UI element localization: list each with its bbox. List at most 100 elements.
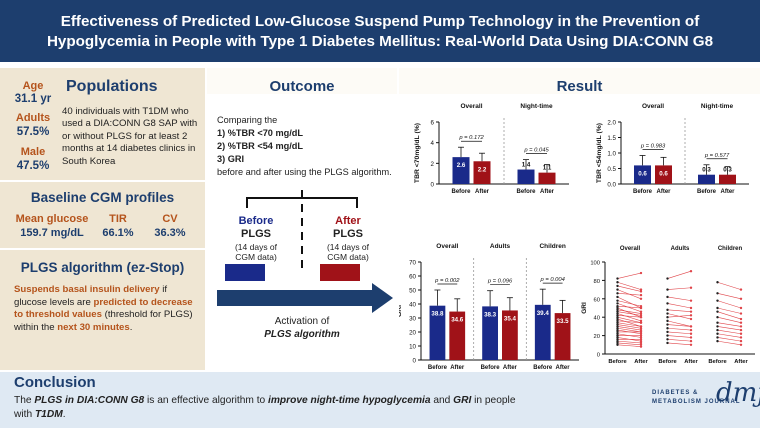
bar-after-label: 0.6: [659, 170, 668, 177]
p-value: p = 0.577: [704, 153, 730, 159]
cv-value: 36.3%: [154, 227, 186, 239]
y-tick-label: 40: [409, 302, 416, 309]
x-tick-label: Before: [451, 189, 471, 195]
result-title: Result: [556, 78, 603, 95]
pair-line: [617, 327, 642, 333]
after-point: [639, 316, 643, 319]
logo-text-2: METABOLISM JOURNAL: [652, 399, 741, 405]
before-point: [616, 325, 619, 328]
activation-label-2: PLGS algorithm: [264, 329, 340, 340]
group-title: Children: [539, 243, 565, 250]
conclusion-seg: GRI: [453, 395, 472, 406]
pair-line: [617, 285, 642, 292]
adults-label: Adults: [15, 112, 51, 124]
before-point: [616, 339, 619, 343]
pair-line: [667, 342, 692, 346]
bar-after-label: 34.6: [451, 317, 464, 324]
before-point: [616, 316, 619, 319]
divider: [0, 248, 205, 250]
pair-line: [717, 326, 742, 331]
y-tick-label: 2: [431, 161, 435, 168]
before-point: [616, 343, 619, 346]
x-tick-label: Before: [608, 359, 627, 365]
before-point: [716, 316, 719, 319]
plgs-text-5: next 30 minutes: [57, 321, 130, 333]
bar-before: [517, 169, 535, 184]
before-point: [616, 292, 619, 295]
after-point: [639, 314, 643, 317]
after-point: [689, 317, 693, 321]
timeline-arrow: [217, 283, 393, 313]
before-point: [616, 319, 619, 323]
outcome-panel: Outcome Comparing the 1) %TBR <70 mg/dL …: [207, 68, 397, 370]
after-point: [639, 327, 643, 330]
before-point: [716, 336, 719, 339]
x-tick-label: Before: [658, 359, 677, 365]
y-axis-label: TBR <54mg/dL (%): [596, 123, 603, 183]
y-tick-label: 20: [594, 334, 600, 340]
x-tick-label: Before: [516, 189, 536, 195]
before-point: [616, 304, 619, 308]
conclusion-seg: with: [14, 409, 35, 420]
plgs-title: PLGS algorithm (ez-Stop): [20, 260, 185, 275]
group-title: Overall: [620, 246, 641, 252]
group-title: Children: [718, 246, 743, 252]
bar-before: [634, 165, 651, 184]
y-tick-label: 100: [590, 261, 600, 267]
male-value: 47.5%: [16, 160, 50, 172]
p-value: p = 0.983: [640, 143, 666, 149]
before-point: [616, 308, 619, 312]
after-point: [739, 317, 743, 321]
p-value: p = 0.004: [539, 277, 564, 283]
after-point: [639, 330, 643, 334]
after-point: [689, 314, 693, 317]
before-point: [716, 328, 719, 332]
conclusion-seg: The: [14, 395, 35, 406]
after-point: [739, 297, 743, 300]
y-tick-label: 0.5: [607, 166, 616, 173]
after-box: [320, 264, 360, 281]
after-point: [689, 299, 693, 302]
pair-line: [617, 322, 642, 327]
after-point: [689, 306, 693, 310]
before-point: [666, 308, 669, 312]
before-point: [666, 302, 669, 305]
mean-glucose-label: Mean glucose: [15, 213, 89, 225]
x-tick-label: After: [503, 365, 518, 370]
y-tick-label: 50: [409, 288, 416, 295]
before-point: [616, 284, 619, 288]
y-tick-label: 10: [409, 344, 416, 351]
x-tick-label: After: [450, 365, 465, 370]
before-point: [616, 328, 619, 332]
plgs-text-4: (threshold for PLGS) within the: [14, 309, 193, 333]
title-line-1: Effectiveness of Predicted Low-Glucose S…: [60, 13, 700, 30]
after-point: [739, 288, 743, 291]
bar-before-label: 2.6: [457, 162, 466, 169]
before-point: [716, 299, 719, 302]
conclusion-seg: improve night-time hypoglycemia: [268, 395, 431, 406]
bar-after: [473, 161, 491, 184]
before-point: [666, 288, 669, 291]
y-tick-label: 80: [594, 279, 600, 285]
after-point: [689, 310, 693, 313]
p-value: p = 0.096: [487, 279, 513, 285]
x-tick-label: Before: [533, 365, 553, 370]
pair-line: [617, 303, 642, 312]
logo-text-1: DIABETES &: [652, 390, 699, 396]
pair-line: [717, 322, 742, 327]
x-tick-label: Before: [633, 189, 653, 195]
pair-line: [617, 309, 642, 314]
y-axis-label: GRI: [399, 305, 403, 317]
before-point: [666, 334, 669, 337]
x-tick-label: Before: [428, 365, 448, 370]
before-point: [666, 330, 669, 334]
conclusion-title: Conclusion: [14, 374, 96, 391]
pair-line: [617, 311, 642, 316]
y-tick-label: 20: [409, 330, 416, 337]
pair-line: [617, 342, 642, 346]
before-point: [616, 306, 619, 310]
pair-line: [617, 326, 642, 331]
pair-line: [617, 324, 642, 329]
conclusion-seg: in people: [471, 395, 516, 406]
pair-line: [617, 344, 642, 347]
